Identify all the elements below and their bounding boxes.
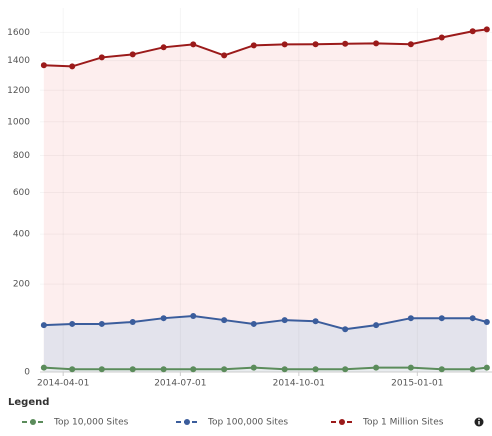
data-point [190,366,197,373]
data-point [342,40,349,47]
data-point [190,41,197,48]
y-tick-label: 1000 [7,117,30,127]
data-point [221,317,228,324]
data-point [98,366,105,373]
data-point [160,315,167,322]
y-tick-label: 200 [13,280,30,290]
y-tick-label: 1200 [7,86,30,96]
info-icon[interactable] [474,417,484,427]
data-point [129,318,136,325]
x-tick-label: 2015-01-01 [391,379,443,389]
data-point [281,317,288,324]
x-tick-label: 2014-07-01 [154,379,206,389]
legend-swatch-dot [30,419,36,425]
data-point [98,54,105,61]
data-point [483,318,490,325]
data-point [250,320,257,327]
data-point [407,315,414,322]
data-point [69,63,76,70]
data-point [69,366,76,373]
y-tick-label: 1600 [7,28,30,38]
legend-swatch-dot [339,419,345,425]
data-point [483,364,490,371]
legend-title: Legend [8,397,49,408]
y-tick-label: 400 [13,230,30,240]
legend-swatch-dot [184,419,190,425]
y-tick-label: 0 [24,368,30,378]
data-point [438,34,445,41]
y-tick-label: 800 [13,151,30,161]
data-point [129,51,136,58]
data-point [407,364,414,371]
data-point [312,41,319,48]
series-line [43,366,487,371]
plot-area: 0 200 400 600 800 1000 1200 1400 1600 2014-04-01 2… [7,8,492,428]
data-point [190,312,197,319]
data-point [373,322,380,329]
data-point [160,44,167,51]
data-point [250,364,257,371]
data-point [281,41,288,48]
data-point [438,315,445,322]
data-point [469,315,476,322]
legend-label: Top 1 Million Sites [362,418,444,428]
series-line [43,314,488,331]
data-point [312,318,319,325]
y-tick-label: 1400 [7,56,30,66]
legend-label: Top 100,000 Sites [207,418,288,428]
data-point [160,366,167,373]
data-point [312,366,319,373]
data-point [221,52,228,59]
data-point [469,28,476,35]
data-point [469,366,476,373]
data-point [281,366,288,373]
data-point [129,366,136,373]
data-point [69,320,76,327]
area-fill [43,315,487,372]
data-point [483,26,490,33]
data-point [40,364,47,371]
data-point [373,364,380,371]
x-tick-label: 2014-10-01 [273,379,325,389]
data-point [40,322,47,329]
data-point [221,366,228,373]
data-point [407,41,414,48]
data-point [342,326,349,333]
x-tick-label: 2014-04-01 [37,379,89,389]
y-tick-label: 600 [13,188,30,198]
data-point [438,366,445,373]
data-point [373,40,380,47]
legend-label: Top 10,000 Sites [53,418,129,428]
data-point [98,320,105,327]
data-point [40,62,47,69]
area-fill [43,29,487,373]
data-point [250,42,257,49]
data-point [342,366,349,373]
series-line [43,28,487,68]
